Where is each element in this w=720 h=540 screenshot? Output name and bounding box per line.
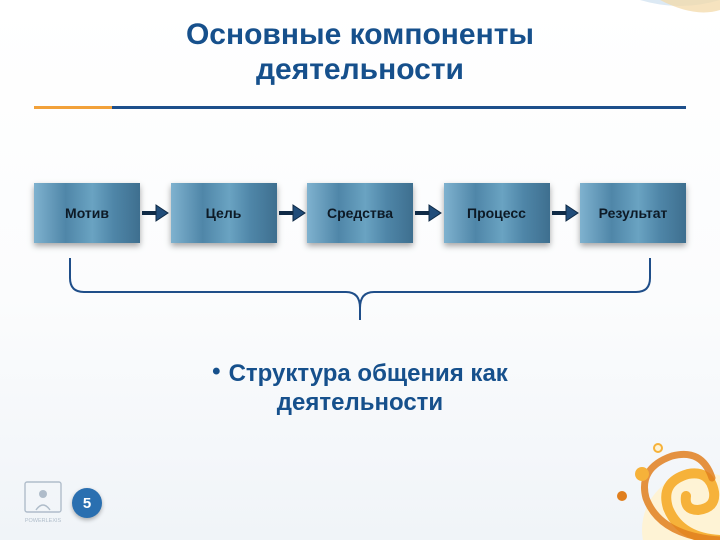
bullet-icon: •	[212, 358, 220, 387]
flow-node: Процесс	[444, 183, 550, 243]
bracket-path	[70, 258, 650, 320]
subtitle: • Структура общения как деятельности	[0, 358, 720, 418]
subtitle-line-1: Структура общения как	[229, 360, 508, 387]
slide: Основные компоненты деятельности Мотив Це…	[0, 0, 720, 540]
divider-rule	[34, 106, 686, 109]
arrow-icon	[413, 203, 443, 223]
page-number-badge: 5	[72, 488, 102, 518]
flow-node: Средства	[307, 183, 413, 243]
flow-node-label: Результат	[599, 205, 668, 221]
arrow-icon	[277, 203, 307, 223]
svg-text:POWERLEXIS: POWERLEXIS	[25, 518, 62, 524]
flow-node-label: Средства	[327, 205, 393, 221]
arrow-icon	[550, 203, 580, 223]
flow-node-label: Процесс	[467, 205, 526, 221]
curly-bracket	[60, 258, 660, 328]
flow-node: Мотив	[34, 183, 140, 243]
subtitle-line-2: деятельности	[277, 389, 443, 416]
title-line-1: Основные компоненты	[186, 18, 534, 51]
title-line-2: деятельности	[256, 53, 464, 86]
flow-node-label: Цель	[206, 205, 242, 221]
powerlexis-logo: POWERLEXIS	[22, 480, 64, 526]
flow-node-label: Мотив	[65, 205, 109, 221]
swirl-decoration	[550, 430, 720, 540]
flow-row: Мотив Цель Средства Процесс Результат	[34, 178, 686, 248]
slide-title: Основные компоненты деятельности	[0, 18, 720, 87]
page-number: 5	[83, 495, 91, 512]
arrow-icon	[140, 203, 170, 223]
flow-node: Цель	[171, 183, 277, 243]
flow-node: Результат	[580, 183, 686, 243]
